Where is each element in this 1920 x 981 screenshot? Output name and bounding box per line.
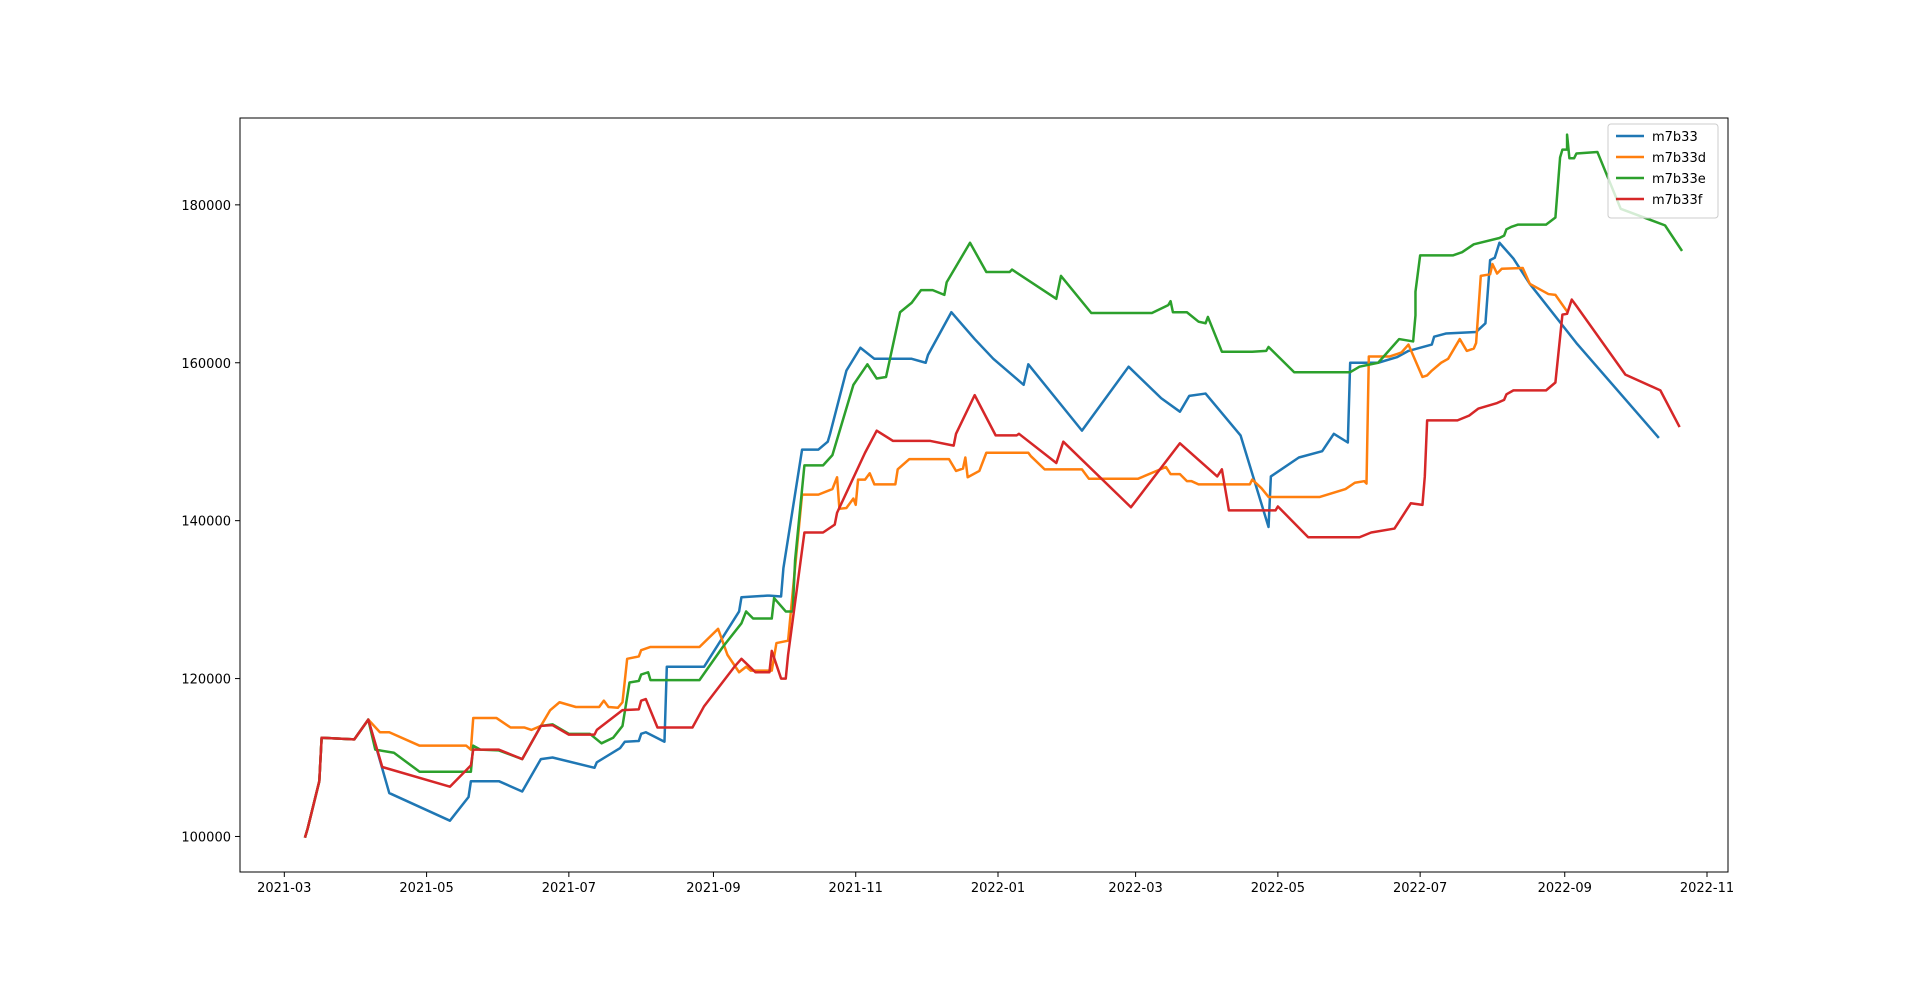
x-tick-label: 2022-07 xyxy=(1393,881,1447,896)
legend-label: m7b33d xyxy=(1652,151,1706,166)
y-tick-label: 140000 xyxy=(181,515,231,530)
legend-label: m7b33f xyxy=(1652,193,1703,208)
series-line-m7b33f xyxy=(303,298,1681,839)
x-tick-label: 2021-11 xyxy=(829,881,883,896)
y-tick-label: 180000 xyxy=(181,199,231,214)
legend-box xyxy=(1607,123,1719,219)
legend-label: m7b33 xyxy=(1652,130,1698,145)
axes-layer: 2021-03 2021-05 2021-07 2021-09 2021-11 2022-… xyxy=(181,199,1734,896)
x-tick-label: 2022-11 xyxy=(1680,881,1734,896)
series-layer xyxy=(303,133,1684,839)
y-tick-label: 160000 xyxy=(181,357,231,372)
x-tick-label: 2022-01 xyxy=(971,881,1025,896)
series-line-m7b33 xyxy=(303,241,1660,839)
plot-frame xyxy=(239,117,1729,873)
x-tick-label: 2022-09 xyxy=(1538,881,1592,896)
y-tick-label: 100000 xyxy=(181,830,231,845)
series-line-m7b33d xyxy=(303,262,1569,839)
x-tick-label: 2022-05 xyxy=(1251,881,1305,896)
legend: m7b33 m7b33d m7b33e m7b33f xyxy=(1607,123,1719,219)
y-tick-label: 120000 xyxy=(181,673,231,688)
x-tick-label: 2021-09 xyxy=(686,881,740,896)
x-tick-label: 2022-03 xyxy=(1108,881,1162,896)
x-tick-label: 2021-05 xyxy=(399,881,453,896)
x-tick-label: 2021-03 xyxy=(257,881,311,896)
x-tick-label: 2021-07 xyxy=(542,881,596,896)
legend-label: m7b33e xyxy=(1652,172,1706,187)
